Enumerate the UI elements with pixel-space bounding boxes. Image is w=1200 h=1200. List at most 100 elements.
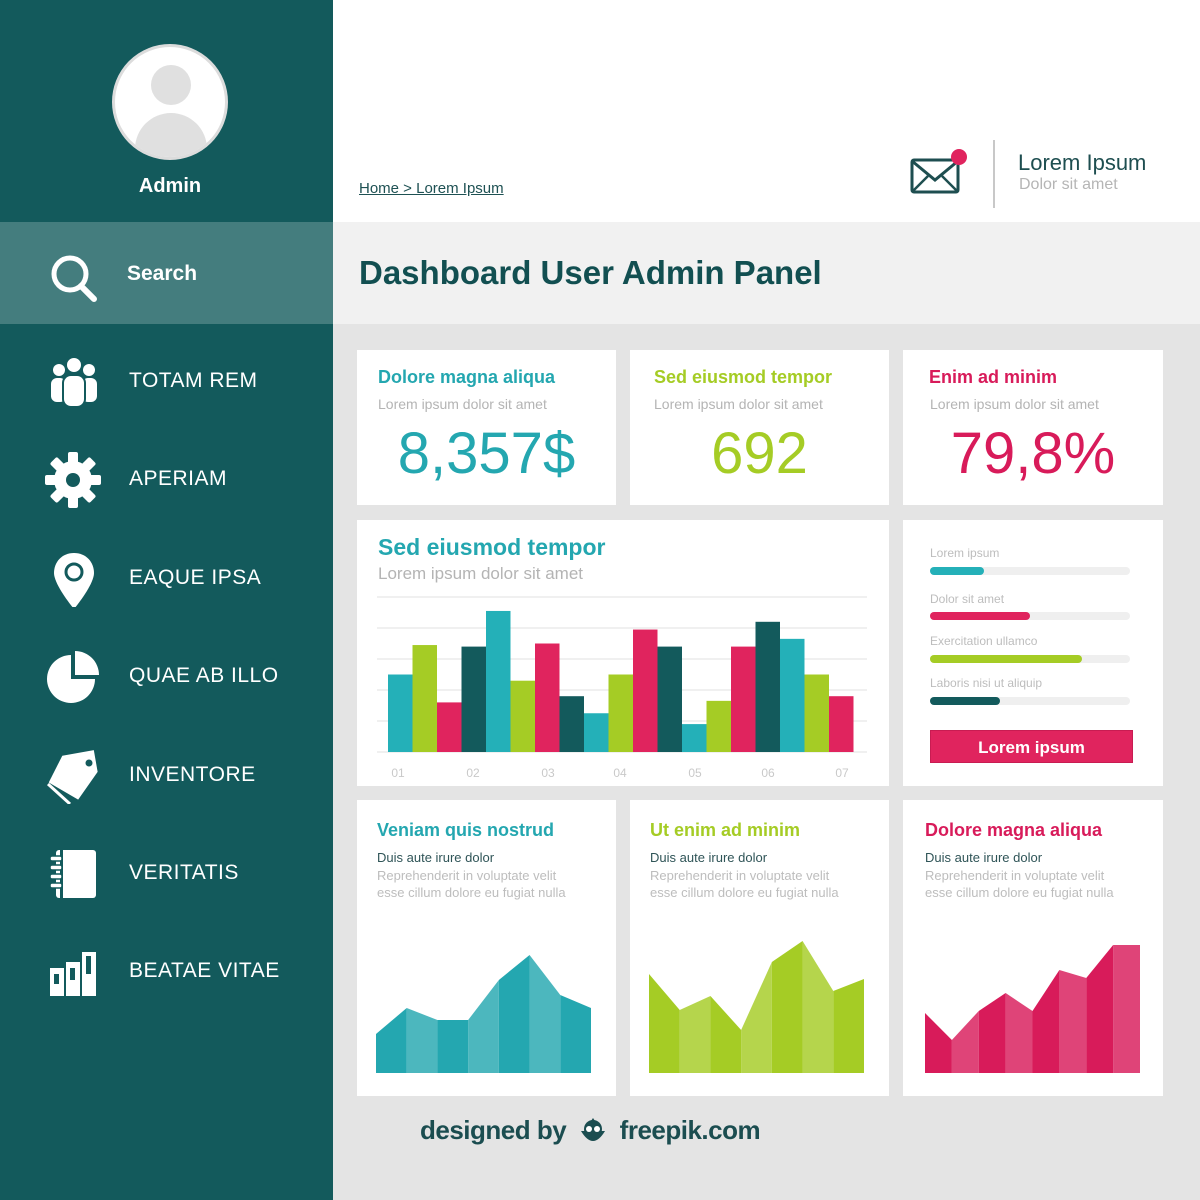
bar-chart-card: Sed eiusmod tempor Lorem ipsum dolor sit…: [357, 520, 889, 786]
credit-prefix: designed by: [420, 1115, 567, 1145]
sidebar-item-label: TOTAM REM: [129, 369, 258, 392]
sidebar-item-label: VERITATIS: [129, 861, 239, 884]
bar: [412, 645, 437, 752]
bar: [608, 674, 633, 752]
area-chart: [376, 955, 591, 1073]
sidebar-item-inventore[interactable]: INVENTORE: [0, 740, 333, 810]
area-card-body: Reprehenderit in voluptate velit esse ci…: [377, 868, 566, 900]
bar: [804, 674, 829, 752]
user-name: Admin: [138, 175, 202, 197]
gear-icon: [45, 452, 101, 508]
sidebar-search[interactable]: Search: [0, 222, 333, 324]
bar-chart-icon: [50, 952, 96, 996]
stat-card: Dolore magna aliqua Lorem ipsum dolor si…: [357, 350, 616, 505]
stat-card: Sed eiusmod tempor Lorem ipsum dolor sit…: [630, 350, 889, 505]
stat-value: 692: [711, 421, 808, 486]
x-tick-label: 06: [761, 766, 775, 780]
progress-bar: [930, 655, 1130, 663]
bar: [829, 696, 854, 752]
notebook-icon: [49, 850, 96, 898]
sidebar: Admin Search TOTAM REM APER: [0, 0, 333, 1200]
top-header: Home > Lorem Ipsum Lorem Ipsum Dolor sit…: [333, 0, 1200, 222]
bar: [388, 674, 413, 752]
pie-chart-icon: [47, 651, 99, 703]
progress-label: Exercitation ullamco: [930, 634, 1038, 648]
profile-block: Admin: [0, 0, 333, 222]
area-card-body: Reprehenderit in voluptate velit esse ci…: [925, 868, 1114, 900]
progress-label: Laboris nisi ut aliquip: [930, 676, 1043, 690]
progress-bar: [930, 612, 1130, 620]
sidebar-item-eaque-ipsa[interactable]: EAQUE IPSA: [0, 543, 333, 613]
bar: [706, 700, 731, 752]
x-tick-label: 04: [613, 766, 627, 780]
area-chart-card: Dolore magna aliqua Duis aute irure dolo…: [903, 800, 1163, 1096]
bar: [731, 646, 756, 752]
bar: [437, 702, 462, 752]
progress-bar: [930, 697, 1130, 705]
freepik-logo-icon: [580, 1118, 605, 1142]
sidebar-item-totam-rem[interactable]: TOTAM REM: [0, 346, 333, 416]
area-card-title: Dolore magna aliqua: [925, 820, 1103, 840]
sidebar-item-label: EAQUE IPSA: [129, 566, 262, 589]
progress-card: Lorem ipsum Dolor sit amet Exercitation …: [903, 520, 1163, 786]
sidebar-item-aperiam[interactable]: APERIAM: [0, 444, 333, 514]
sidebar-item-label: QUAE AB ILLO: [129, 664, 279, 687]
bar: [633, 629, 658, 752]
sidebar-item-quae-ab-illo[interactable]: QUAE AB ILLO: [0, 641, 333, 711]
sidebar-item-beatae-vitae[interactable]: BEATAE VITAE: [0, 936, 333, 1006]
users-group-icon: [51, 356, 97, 408]
header-user-name[interactable]: Lorem Ipsum: [1018, 150, 1147, 175]
x-tick-label: 07: [835, 766, 849, 780]
area-card-lead: Duis aute irure dolor: [377, 850, 495, 865]
bar: [510, 680, 535, 752]
x-tick-label: 05: [688, 766, 702, 780]
area-card-title: Ut enim ad minim: [650, 820, 801, 840]
user-avatar-icon[interactable]: [112, 44, 228, 160]
area-chart: [649, 941, 864, 1073]
stat-title: Enim ad minim: [929, 367, 1058, 387]
credit-brand: freepik.com: [619, 1115, 761, 1145]
bar: [780, 638, 805, 752]
header-divider: [993, 140, 995, 208]
search-label: Search: [127, 262, 198, 285]
stat-subtitle: Lorem ipsum dolor sit amet: [654, 396, 823, 412]
title-bar: Dashboard User Admin Panel: [333, 222, 1200, 324]
stat-subtitle: Lorem ipsum dolor sit amet: [930, 396, 1099, 412]
progress-label: Dolor sit amet: [930, 592, 1005, 606]
map-pin-icon: [54, 553, 94, 607]
header-user-subtitle: Dolor sit amet: [1019, 176, 1118, 193]
x-tick-label: 02: [466, 766, 480, 780]
stat-subtitle: Lorem ipsum dolor sit amet: [378, 396, 547, 412]
area-chart: [925, 945, 1140, 1073]
breadcrumb[interactable]: Home > Lorem Ipsum: [359, 180, 504, 197]
stat-value: 8,357$: [397, 421, 576, 486]
area-card-title: Veniam quis nostrud: [377, 820, 555, 840]
sidebar-item-label: INVENTORE: [129, 763, 256, 786]
freepik-credit: designed by freepik.com: [420, 1115, 761, 1147]
mail-notification-icon[interactable]: [910, 148, 968, 196]
stat-card: Enim ad minim Lorem ipsum dolor sit amet…: [903, 350, 1163, 505]
sidebar-item-veritatis[interactable]: VERITATIS: [0, 838, 333, 908]
page-title: Dashboard User Admin Panel: [359, 254, 822, 291]
area-chart-card: Veniam quis nostrud Duis aute irure dolo…: [357, 800, 616, 1096]
x-tick-label: 01: [391, 766, 405, 780]
tag-icon: [46, 750, 98, 804]
bar: [584, 713, 609, 752]
stat-value: 79,8%: [950, 421, 1116, 486]
chart-title: Sed eiusmod tempor: [378, 534, 606, 560]
area-card-body: Reprehenderit in voluptate velit esse ci…: [650, 868, 839, 900]
bar: [755, 621, 780, 752]
stat-title: Dolore magna aliqua: [378, 367, 556, 387]
bar: [682, 724, 707, 752]
bar: [535, 643, 560, 752]
lorem-ipsum-button[interactable]: Lorem ipsum: [930, 730, 1133, 763]
stat-title: Sed eiusmod tempor: [654, 367, 833, 387]
bar-chart: 01 02 03 04 05 06 07: [377, 596, 867, 780]
progress-bar: [930, 567, 1130, 575]
progress-label: Lorem ipsum: [930, 546, 1000, 560]
x-tick-label: 03: [541, 766, 555, 780]
bar: [657, 646, 682, 752]
search-icon: [51, 255, 97, 302]
area-card-lead: Duis aute irure dolor: [650, 850, 768, 865]
bar: [559, 696, 584, 752]
